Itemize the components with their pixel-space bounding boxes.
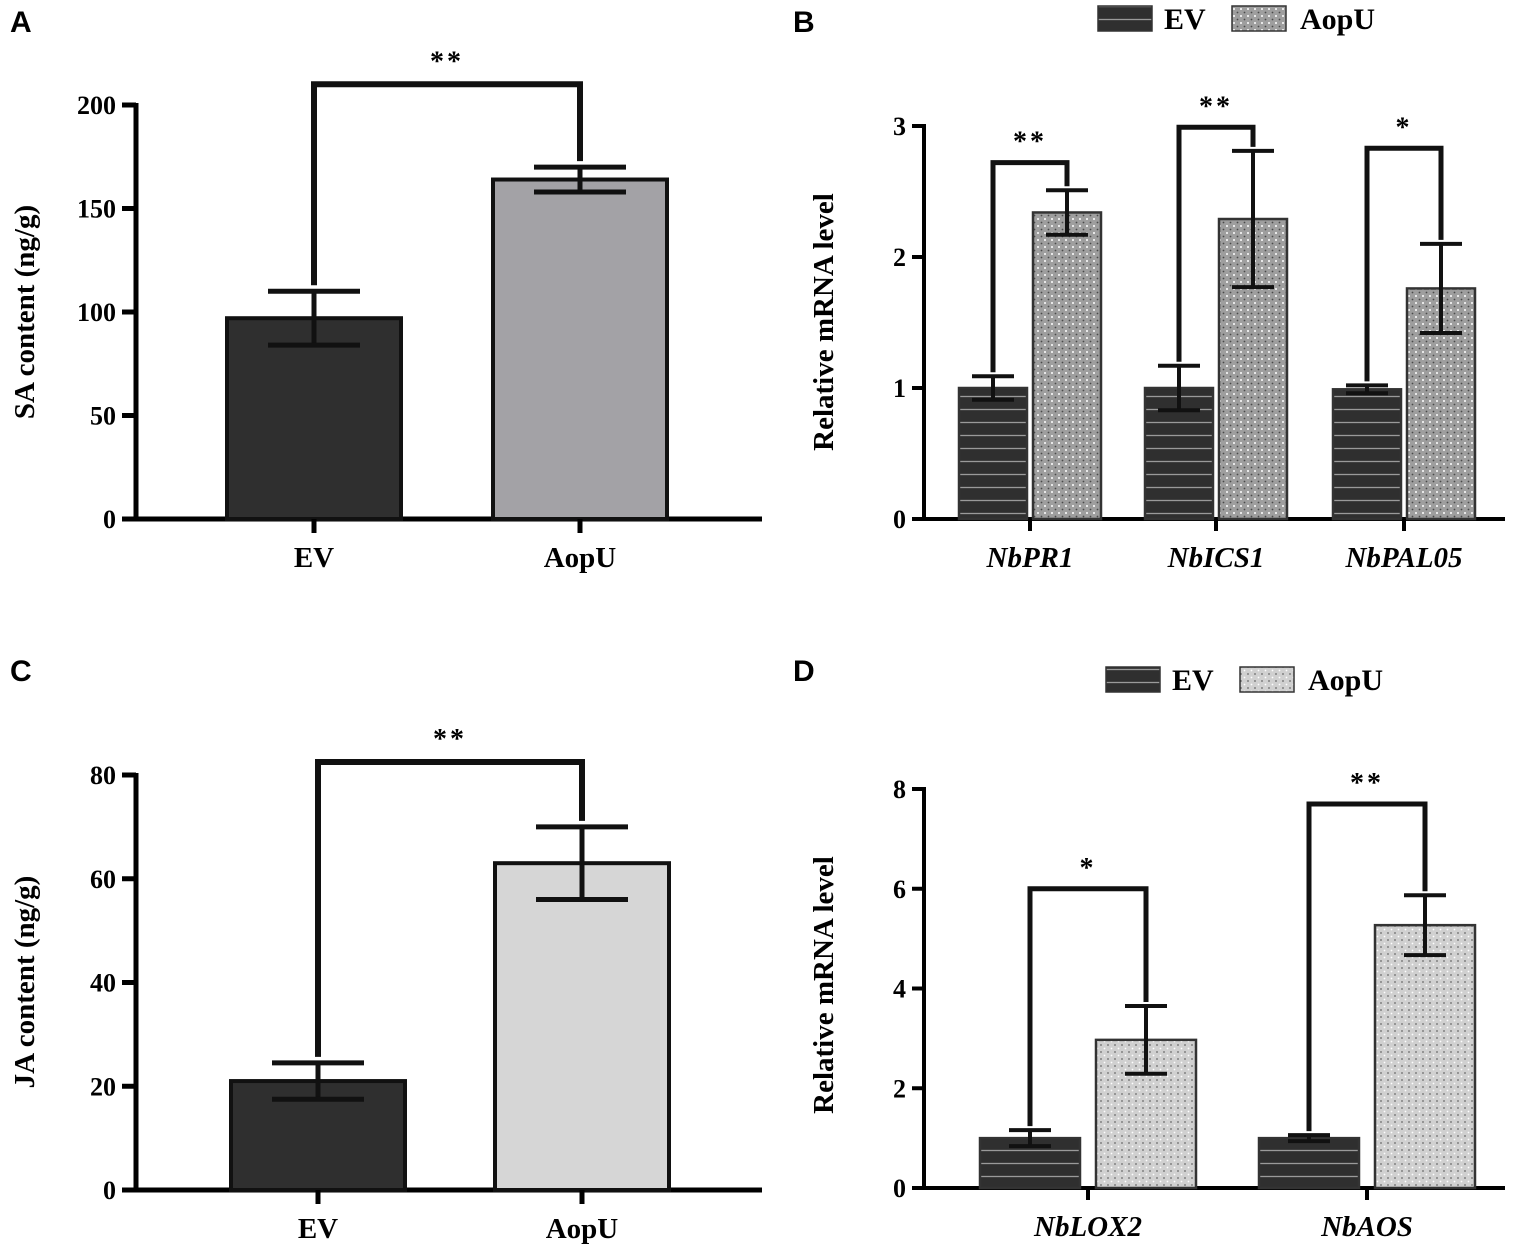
x-tick-label-nbpr1: NbPR1 xyxy=(986,542,1074,574)
y-tick-label: 0 xyxy=(103,505,116,534)
significance-bracket xyxy=(1364,145,1444,382)
panel-label-a: A xyxy=(10,6,32,39)
significance-bracket xyxy=(315,759,585,1057)
legend-swatch-aopu-b xyxy=(1231,5,1287,32)
significance-bracket xyxy=(311,81,583,286)
bar-ev-nbpr1 xyxy=(957,386,1029,521)
y-tick-label: 6 xyxy=(893,875,906,904)
significance-bracket xyxy=(990,160,1070,373)
y-tick-label: 50 xyxy=(90,402,116,431)
bar-aopu xyxy=(493,861,671,1192)
y-tick-label: 150 xyxy=(77,195,116,224)
x-tick-label-nbpal05: NbPAL05 xyxy=(1344,542,1462,574)
legend-label-ev-d: EV xyxy=(1172,664,1214,697)
y-tick-label: 20 xyxy=(90,1072,116,1101)
panel-label-c: C xyxy=(10,655,32,688)
panel-d: D Relative mRNA level EV AopU 0 2 4 6 8 NbLOX… xyxy=(793,655,1505,1243)
y-tick-label: 8 xyxy=(893,775,906,804)
legend-label-ev-b: EV xyxy=(1164,3,1206,36)
x-tick-label-ev: EV xyxy=(294,542,334,574)
y-tick-label: 1 xyxy=(893,374,906,403)
y-tick-label: 0 xyxy=(103,1176,116,1205)
y-axis-label-c: JA content (ng/g) xyxy=(9,876,41,1089)
significance-label: * xyxy=(1396,112,1413,143)
bar-ev-nbaos xyxy=(1257,1136,1361,1190)
y-tick-label: 2 xyxy=(893,243,906,272)
panel-label-d: D xyxy=(793,655,815,688)
significance-bracket xyxy=(1306,801,1428,1132)
panel-c: C JA content (ng/g) 0 20 40 60 80 EV AopU ** xyxy=(9,655,762,1245)
significance-label: ** xyxy=(430,46,464,77)
bar-ev xyxy=(225,316,403,521)
bar-aopu-nbaos xyxy=(1373,923,1477,1190)
significance-bracket xyxy=(1027,886,1149,1127)
y-axis-label-b: Relative mRNA level xyxy=(808,193,840,451)
legend-label-aopu-b: AopU xyxy=(1300,3,1375,36)
bar-aopu xyxy=(491,177,669,522)
x-tick-label-nbics1: NbICS1 xyxy=(1167,542,1265,574)
panel-label-b: B xyxy=(793,6,815,39)
y-tick-label: 0 xyxy=(893,1174,906,1203)
x-tick-label-ev: EV xyxy=(298,1213,338,1245)
significance-label: ** xyxy=(1350,768,1384,799)
panel-a: A SA content (ng/g) 0 50 100 150 200 EV AopU ** xyxy=(9,6,762,574)
y-tick-label: 0 xyxy=(893,505,906,534)
y-tick-label: 60 xyxy=(90,865,116,894)
significance-label: ** xyxy=(433,724,467,755)
legend-swatch-ev-b xyxy=(1097,5,1153,32)
significance-label: * xyxy=(1080,853,1097,884)
y-tick-label: 40 xyxy=(90,969,116,998)
y-axis-label-d: Relative mRNA level xyxy=(808,856,840,1114)
bar-ev-nbpal05 xyxy=(1331,388,1403,521)
x-tick-label-nbaos: NbAOS xyxy=(1320,1211,1413,1243)
legend-d: EV AopU xyxy=(1105,664,1383,697)
panel-b: B Relative mRNA level EV AopU 0 1 2 3 NbPR1 N… xyxy=(793,3,1505,574)
significance-label: ** xyxy=(1199,91,1233,122)
legend-swatch-aopu-d xyxy=(1239,666,1295,693)
y-tick-label: 4 xyxy=(893,975,906,1004)
significance-label: ** xyxy=(1013,127,1047,158)
y-tick-label: 2 xyxy=(893,1074,906,1103)
significance-bracket xyxy=(1176,124,1256,362)
y-tick-label: 100 xyxy=(77,298,116,327)
legend-swatch-ev-d xyxy=(1105,666,1161,693)
bar-aopu-nbpr1 xyxy=(1031,211,1103,521)
x-tick-label-nblox2: NbLOX2 xyxy=(1033,1211,1142,1243)
x-tick-label-aopu: AopU xyxy=(544,542,617,574)
legend-label-aopu-d: AopU xyxy=(1308,664,1383,697)
y-tick-label: 200 xyxy=(77,91,116,120)
x-tick-label-aopu: AopU xyxy=(546,1213,619,1245)
y-axis-label-a: SA content (ng/g) xyxy=(9,205,41,419)
legend-b: EV AopU xyxy=(1097,3,1375,36)
y-tick-label: 80 xyxy=(90,761,116,790)
y-tick-label: 3 xyxy=(893,112,906,141)
